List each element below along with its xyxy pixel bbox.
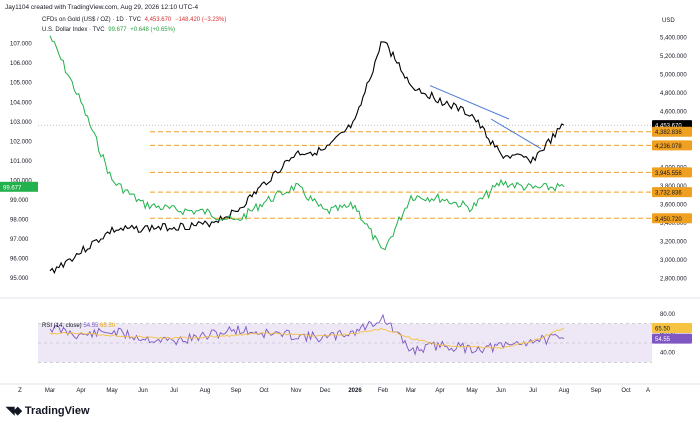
gold-legend-label: CFDs on Gold (US$ / OZ) · 1D · TVC (42, 17, 141, 23)
time-axis-tick-label: Apr (435, 388, 444, 394)
time-axis-tick-label: Aug (559, 388, 570, 394)
level-price-badge-bg (652, 167, 692, 178)
right-axis-tick-label: 5,400.000 (660, 35, 687, 41)
gold-last-price-badge: 4,453.670 (655, 124, 682, 130)
level-price-badge-bg (652, 126, 692, 137)
time-axis-tick-label: 2026 (348, 388, 362, 394)
right-axis-unit: USD (662, 18, 675, 24)
time-axis-tick-label: Feb (378, 388, 389, 394)
left-axis-tick-label: 104.000 (10, 100, 32, 106)
left-axis-tick-label: 95.000 (10, 276, 29, 282)
rsi-ma-badge-bg (652, 323, 692, 334)
gold-series-line (49, 41, 565, 275)
dxy-series-line (49, 35, 565, 251)
right-axis-tick-label: 5,200.000 (660, 54, 687, 60)
time-axis-tick-label: Sep (231, 388, 242, 394)
rsi-value-badge: 54.55 (655, 337, 671, 343)
right-axis-tick-label: 3,000.000 (660, 258, 687, 264)
tradingview-logo-text: TradingView (24, 404, 90, 417)
left-axis-tick-label: 100.000 (10, 178, 32, 184)
time-axis-tick-label: A (646, 388, 650, 394)
left-axis-tick-label: 101.000 (10, 159, 32, 165)
time-axis-tick-label: Jun (496, 388, 506, 394)
gold-legend-row[interactable]: CFDs on Gold (US$ / OZ) · 1D · TVC 4,453… (42, 15, 228, 25)
rsi-axis-tick-label: 40.00 (660, 351, 676, 357)
time-axis-tick-label: Oct (259, 388, 269, 394)
time-axis-tick-label: Sep (591, 388, 602, 394)
level-price-badge: 3,945.556 (655, 171, 682, 177)
right-axis-tick-label: 3,200.000 (660, 240, 687, 246)
time-axis-tick-label: Nov (291, 388, 302, 394)
time-axis-tick-label: Jun (138, 388, 148, 394)
dxy-last-price-badge: 99.677 (3, 185, 22, 191)
rsi-line (49, 313, 565, 356)
gold-legend-price: 4,453.670 (144, 17, 172, 23)
time-axis-tick-label: Jul (170, 388, 178, 394)
right-axis-tick-label: 2,800.000 (660, 277, 687, 283)
trend-line (490, 118, 542, 150)
dxy-last-price-badge-bg (0, 181, 38, 192)
left-axis-tick-label: 106.000 (10, 61, 32, 67)
dxy-legend-label: U.S. Dollar Index · TVC (42, 27, 105, 33)
level-price-badge-bg (652, 140, 692, 151)
chart-creator-caption: Jay1104 created with TradingView.com, Au… (5, 4, 199, 11)
rsi-ma-line (49, 327, 565, 349)
tradingview-logo-icon: ◥◆ (6, 405, 22, 417)
left-axis-tick-label: 105.000 (10, 81, 32, 87)
dxy-legend-change: +0.648 (+0.65%) (130, 27, 175, 33)
trend-line (429, 85, 510, 120)
time-axis-tick-label: Mar (406, 388, 416, 394)
left-axis-tick-label: 96.000 (10, 257, 29, 263)
level-price-badge-bg (652, 213, 692, 224)
time-axis-tick-label: Dec (320, 388, 331, 394)
level-price-badge: 3,732.836 (655, 191, 682, 197)
right-axis-tick-label: 4,800.000 (660, 91, 687, 97)
time-axis-tick-label: Apr (76, 388, 85, 394)
left-axis-tick-label: 98.000 (10, 218, 29, 224)
time-axis-tick-label: Aug (200, 388, 211, 394)
right-axis-tick-label: 4,600.000 (660, 110, 687, 116)
level-price-badge: 3,450.720 (655, 217, 682, 223)
gold-legend-change: −148.420 (−3.23%) (174, 17, 227, 23)
rsi-axis-tick-label: 80.00 (660, 312, 676, 318)
time-axis-tick-label: Mar (45, 388, 55, 394)
level-price-badge-bg (652, 187, 692, 198)
left-axis-tick-label: 97.000 (10, 237, 29, 243)
left-axis-tick-label: 103.000 (10, 120, 32, 126)
dxy-legend-row[interactable]: U.S. Dollar Index · TVC 99.677 +0.648 (+… (42, 25, 228, 35)
time-axis-tick-label: May (466, 388, 477, 394)
rsi-value-badge-bg (652, 333, 692, 344)
right-axis-tick-label: 3,800.000 (660, 184, 687, 190)
chart-legend: CFDs on Gold (US$ / OZ) · 1D · TVC 4,453… (42, 15, 228, 35)
time-axis-tick-label: Jul (529, 388, 537, 394)
level-price-badge: 4,236.078 (655, 144, 682, 150)
left-axis-tick-label: 107.000 (10, 42, 32, 48)
right-axis-tick-label: 3,600.000 (660, 202, 687, 208)
tradingview-logo: ◥◆ TradingView (6, 404, 90, 418)
time-axis-tick-label: Oct (621, 388, 631, 394)
dxy-legend-price: 99.677 (108, 27, 127, 33)
level-price-badge: 4,382.836 (655, 130, 682, 136)
rsi-legend: RSI (14, close) 54.55 65.50 (42, 323, 116, 329)
right-axis-tick-label: 5,000.000 (660, 72, 687, 78)
left-axis-tick-label: 102.000 (10, 139, 32, 145)
rsi-ma-badge: 65.50 (655, 327, 671, 333)
left-axis-tick-label: 99.000 (10, 198, 29, 204)
time-axis-tick-label: Z (18, 388, 22, 394)
time-axis-tick-label: May (106, 388, 117, 394)
right-axis-tick-label: 3,400.000 (660, 221, 687, 227)
